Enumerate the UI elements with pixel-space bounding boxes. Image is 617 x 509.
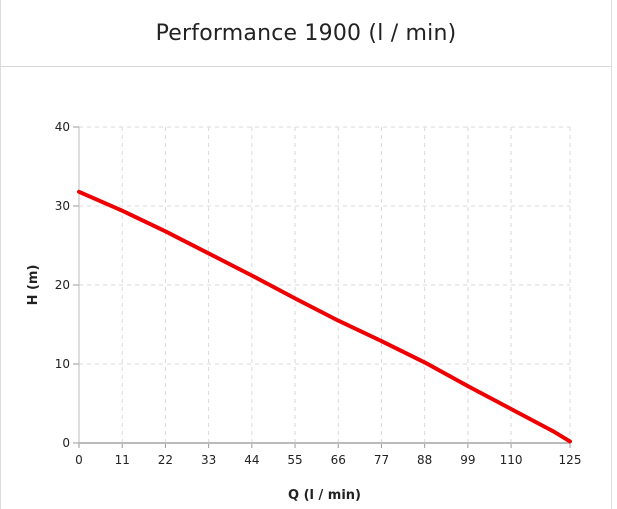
y-tick-label: 20	[55, 278, 70, 292]
x-tick-label: 66	[331, 453, 346, 467]
x-tick-label: 11	[115, 453, 130, 467]
x-tick-label: 33	[201, 453, 216, 467]
x-tick-label: 110	[500, 453, 523, 467]
y-tick-label: 0	[62, 436, 70, 450]
labels: 0 11 22 33 44 55 66 77 88 99 110 125 0 10 20 30 40	[55, 120, 582, 467]
y-tick-label: 10	[55, 357, 70, 371]
x-tick-label: 125	[559, 453, 582, 467]
x-tick-label: 99	[460, 453, 475, 467]
y-tick-label: 40	[55, 120, 70, 134]
chart-title: Performance 1900 (l / min)	[155, 20, 457, 46]
x-tick-label: 88	[417, 453, 432, 467]
series	[77, 189, 572, 444]
x-axis-title: Q (l / min)	[288, 488, 361, 503]
x-tick-label: 77	[374, 453, 389, 467]
series-line	[77, 189, 572, 444]
x-tick-label: 22	[158, 453, 173, 467]
grid	[79, 126, 571, 443]
x-tick-label: 44	[244, 453, 259, 467]
panel-header: Performance 1900 (l / min)	[1, 0, 611, 67]
axes	[73, 126, 571, 448]
x-tick-label: 0	[75, 453, 83, 467]
x-tick-label: 55	[287, 453, 302, 467]
y-tick-label: 30	[55, 199, 70, 213]
y-axis-title: H (m)	[26, 265, 41, 306]
